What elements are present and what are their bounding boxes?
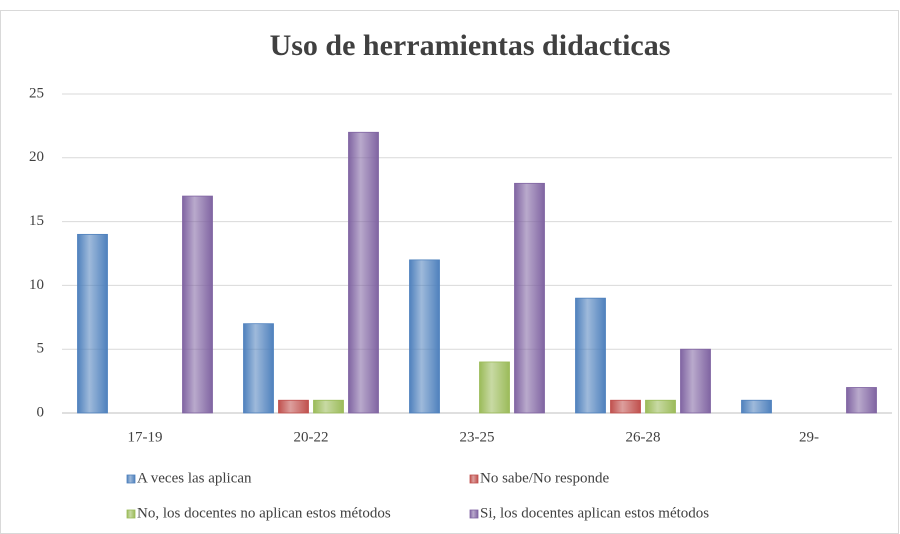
y-tick-label: 0 xyxy=(37,404,45,420)
y-tick-label: 25 xyxy=(29,85,44,101)
bar xyxy=(741,399,772,414)
bar xyxy=(610,399,641,414)
bar xyxy=(409,259,440,414)
y-tick-label: 20 xyxy=(29,149,44,165)
chart-border xyxy=(0,10,899,534)
legend-swatch xyxy=(126,474,136,484)
bar xyxy=(77,233,108,414)
bar xyxy=(514,182,545,414)
bar xyxy=(680,348,711,414)
bar xyxy=(313,399,344,414)
legend-swatch xyxy=(126,509,136,519)
legend-label: Si, los docentes aplican estos métodos xyxy=(480,505,709,521)
legend-label: No, los docentes no aplican estos método… xyxy=(137,505,391,521)
legend-label: A veces las aplican xyxy=(137,470,252,486)
bar xyxy=(846,387,877,414)
y-tick-label: 10 xyxy=(29,277,44,293)
bar xyxy=(278,399,309,414)
x-tick-label: 20-22 xyxy=(294,429,329,445)
bar xyxy=(182,195,213,414)
x-tick-label: 23-25 xyxy=(460,429,495,445)
bar xyxy=(243,323,274,414)
bar xyxy=(645,399,676,414)
y-tick-label: 15 xyxy=(29,213,44,229)
legend-swatch xyxy=(469,509,479,519)
x-tick-label: 29- xyxy=(799,429,819,445)
legend-swatch xyxy=(469,474,479,484)
y-tick-label: 5 xyxy=(37,341,45,357)
bar xyxy=(479,361,510,414)
chart-title: Uso de herramientas didacticas xyxy=(270,29,671,62)
x-tick-label: 26-28 xyxy=(626,429,661,445)
x-tick-label: 17-19 xyxy=(128,429,163,445)
legend-label: No sabe/No responde xyxy=(480,470,609,486)
bar xyxy=(575,297,606,414)
bar xyxy=(348,131,379,414)
